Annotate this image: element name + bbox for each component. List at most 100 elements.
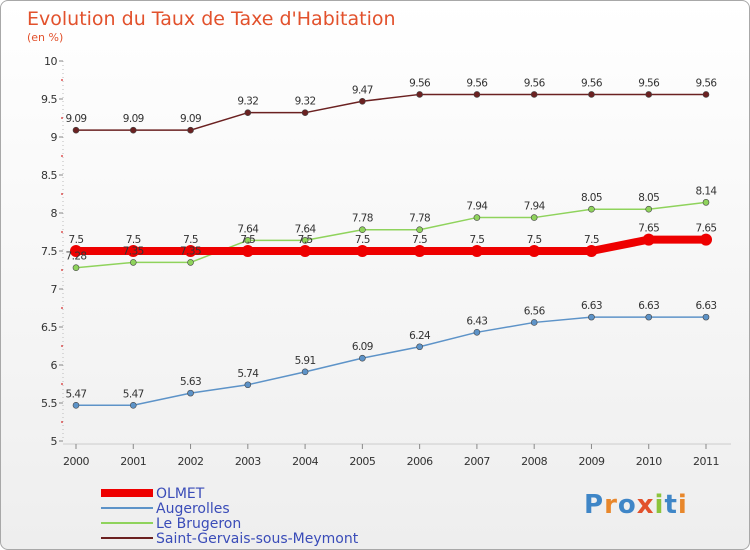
data-label-olmet: 7.5	[69, 234, 84, 246]
data-label-olmet: 7.5	[469, 234, 484, 246]
logo-letter: P	[584, 490, 605, 520]
data-point-saint-gervais-sous-meymont	[473, 91, 481, 98]
axes: 5 5.5 6 6.5 7 7.5 8 8.5 9 9.5 10 2000 2001 2002 2003 20…	[41, 55, 731, 468]
legend-swatch-saint-gervais-sous-meymont	[101, 537, 153, 539]
data-point-olmet	[528, 245, 541, 257]
logo-letter: x	[636, 490, 655, 520]
data-label-augerolles: 6.56	[524, 305, 546, 317]
data-point-olmet	[241, 245, 254, 257]
data-label-le-brugeron: 7.64	[237, 223, 259, 235]
x-tick-label: 2008	[521, 455, 547, 468]
logo-letter: r	[604, 490, 618, 520]
data-point-augerolles	[187, 389, 194, 397]
series-olmet	[70, 233, 712, 257]
data-label-augerolles: 5.91	[295, 355, 316, 367]
data-label-le-brugeron: 7.35	[123, 245, 144, 257]
data-point-olmet	[184, 245, 197, 257]
data-label-olmet: 7.5	[183, 234, 198, 246]
data-point-le-brugeron	[588, 205, 595, 213]
data-label-saint-gervais-sous-meymont: 9.56	[638, 77, 660, 89]
data-point-saint-gervais-sous-meymont	[416, 91, 423, 98]
data-label-saint-gervais-sous-meymont: 9.09	[66, 113, 87, 125]
logo-letter: i	[677, 490, 688, 520]
data-label-saint-gervais-sous-meymont: 9.32	[237, 96, 258, 108]
data-label-augerolles: 6.24	[409, 330, 431, 342]
y-tick-label: 7	[51, 283, 58, 296]
x-tick-label: 2007	[464, 455, 490, 468]
data-point-saint-gervais-sous-meymont	[129, 126, 137, 134]
data-point-le-brugeron	[129, 259, 137, 266]
data-label-augerolles: 5.63	[180, 376, 201, 388]
data-point-augerolles	[359, 354, 366, 362]
x-tick-label: 2000	[63, 455, 89, 468]
data-label-olmet: 7.5	[584, 234, 599, 246]
data-point-augerolles	[702, 313, 710, 321]
data-point-augerolles	[473, 329, 481, 336]
data-label-le-brugeron: 7.28	[66, 251, 87, 263]
data-point-le-brugeron	[359, 226, 366, 234]
data-point-le-brugeron	[530, 214, 538, 221]
data-point-saint-gervais-sous-meymont	[359, 97, 366, 105]
logo-letter: t	[664, 490, 678, 520]
x-tick-label: 2003	[235, 455, 261, 468]
logo-letter: o	[617, 490, 637, 520]
data-label-augerolles: 6.63	[638, 300, 659, 312]
data-point-le-brugeron	[301, 237, 309, 244]
data-point-olmet	[413, 245, 426, 257]
data-label-le-brugeron: 8.05	[581, 192, 602, 204]
legend-item-le-brugeron: Le Brugeron	[101, 516, 241, 532]
data-point-le-brugeron	[645, 205, 653, 213]
data-point-olmet	[356, 245, 369, 257]
data-point-saint-gervais-sous-meymont	[72, 126, 80, 134]
data-point-le-brugeron	[244, 237, 252, 244]
data-point-augerolles	[244, 381, 252, 389]
legend-item-saint-gervais-sous-meymont: Saint-Gervais-sous-Meymont	[101, 531, 359, 547]
data-point-olmet	[642, 233, 655, 246]
logo-letter: i	[654, 490, 665, 520]
data-point-olmet	[70, 245, 82, 257]
series-line-saint-gervais-sous-meymont	[75, 93, 707, 131]
data-point-le-brugeron	[473, 214, 481, 221]
data-point-olmet	[299, 245, 312, 257]
series-line-olmet	[72, 235, 710, 255]
x-tick-label: 2006	[407, 455, 433, 468]
data-label-le-brugeron: 7.94	[524, 201, 546, 213]
x-tick-label: 2011	[693, 455, 719, 468]
legend-swatch-le-brugeron	[101, 522, 153, 524]
data-label-le-brugeron: 7.94	[466, 201, 488, 213]
data-label-augerolles: 5.47	[123, 388, 144, 400]
data-label-olmet: 7.65	[638, 223, 659, 235]
data-point-olmet	[700, 233, 712, 246]
x-tick-label: 2009	[578, 455, 604, 468]
data-label-saint-gervais-sous-meymont: 9.47	[352, 84, 373, 96]
legend-item-augerolles: Augerolles	[101, 501, 230, 517]
legend-swatch-augerolles	[101, 507, 153, 509]
series-saint-gervais-sous-meymont	[72, 91, 710, 134]
y-tick-label: 7.5	[41, 245, 57, 258]
data-point-saint-gervais-sous-meymont	[645, 91, 653, 98]
data-point-le-brugeron	[416, 226, 423, 234]
data-label-saint-gervais-sous-meymont: 9.56	[581, 77, 603, 89]
legend-label-le-brugeron: Le Brugeron	[156, 516, 241, 532]
legend-label-saint-gervais-sous-meymont: Saint-Gervais-sous-Meymont	[156, 531, 359, 547]
x-tick-label: 2010	[636, 455, 662, 468]
data-point-olmet	[470, 245, 483, 257]
data-label-augerolles: 6.43	[466, 315, 487, 327]
data-label-saint-gervais-sous-meymont: 9.32	[295, 96, 316, 108]
data-label-olmet: 7.65	[696, 223, 717, 235]
data-point-olmet	[585, 245, 598, 257]
data-labels: 9.09 9.09 9.09 9.32 9.32 9.47 9.56 9.56 9.56 9.56…	[66, 77, 718, 400]
data-label-saint-gervais-sous-meymont: 9.09	[123, 113, 144, 125]
data-label-augerolles: 6.09	[352, 341, 373, 353]
data-point-saint-gervais-sous-meymont	[244, 109, 252, 116]
y-tick-label: 6	[51, 359, 58, 372]
data-label-saint-gervais-sous-meymont: 9.56	[696, 77, 718, 89]
data-point-augerolles	[72, 401, 80, 409]
data-label-olmet: 7.5	[126, 234, 141, 246]
y-tick-label: 8.5	[41, 169, 57, 182]
data-label-le-brugeron: 7.78	[409, 213, 430, 225]
series-line-le-brugeron	[75, 201, 707, 269]
legend-item-olmet: OLMET	[101, 486, 205, 502]
